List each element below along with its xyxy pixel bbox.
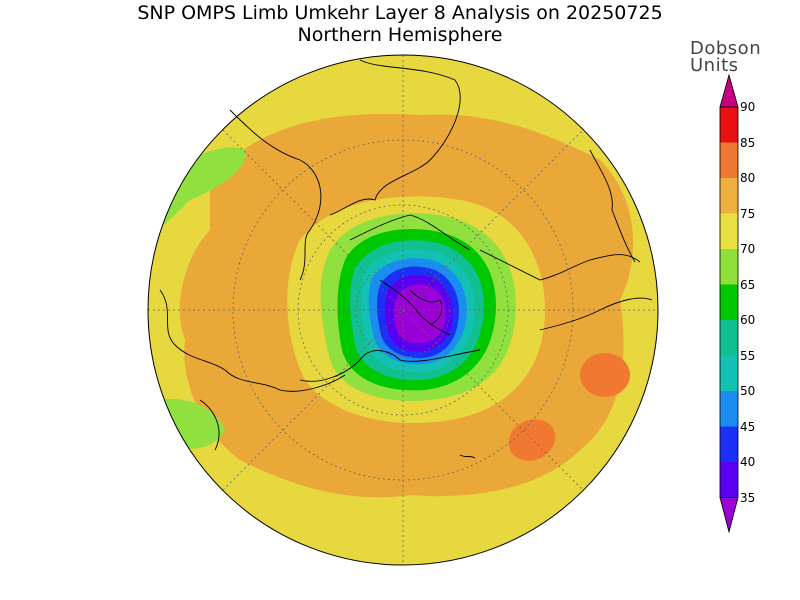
colorbar-tick: 40 <box>740 455 755 469</box>
colorbar-tick: 45 <box>740 420 755 434</box>
colorbar-bin-50-55 <box>720 355 738 391</box>
colorbar-tick: 35 <box>740 491 755 505</box>
colorbar-bin-65-70 <box>720 249 738 285</box>
colorbar-bottom-triangle <box>719 497 739 534</box>
colorbar-top-triangle <box>719 73 739 108</box>
orange-patch-southeast <box>508 419 556 461</box>
colorbar-tick: 50 <box>740 384 755 398</box>
orange-patch-east <box>580 353 630 397</box>
unit-line-1: Dobson <box>690 38 762 59</box>
colorbar-tick: 85 <box>740 136 755 150</box>
contour-below-35 <box>393 284 446 344</box>
colorbar-tick: 60 <box>740 313 755 327</box>
colorbar-bin-45-50 <box>720 391 738 427</box>
colorbar-bin-60-65 <box>720 284 738 320</box>
colorbar-unit-label: Dobson Units <box>690 38 762 76</box>
map-title: SNP OMPS Limb Umkehr Layer 8 Analysis on… <box>137 2 663 24</box>
colorbar-tick: 55 <box>740 349 755 363</box>
colorbar-bin-85-90 <box>720 107 738 143</box>
colorbar-bin-55-60 <box>720 320 738 356</box>
map-subtitle: Northern Hemisphere <box>297 24 503 46</box>
colorbar-bin-40-45 <box>720 426 738 462</box>
graticule <box>148 55 658 565</box>
colorbar-tick: 75 <box>740 207 755 221</box>
colorbar: 90 85 80 75 70 65 60 55 50 45 40 35 <box>719 73 755 534</box>
colorbar-tick: 65 <box>740 278 755 292</box>
coastlines <box>159 59 653 459</box>
colorbar-bin-70-75 <box>720 213 738 249</box>
colorbar-tick: 70 <box>740 242 755 256</box>
colorbar-frame <box>719 106 739 498</box>
green-patch-west <box>150 147 246 235</box>
colorbar-tick: 80 <box>740 171 755 185</box>
map-border <box>147 54 659 566</box>
unit-line-2: Units <box>690 55 739 76</box>
colorbar-bin-80-85 <box>720 142 738 178</box>
colorbar-bin-35-40 <box>720 462 738 498</box>
colorbar-bin-75-80 <box>720 178 738 214</box>
colorbar-tick: 90 <box>740 100 755 114</box>
